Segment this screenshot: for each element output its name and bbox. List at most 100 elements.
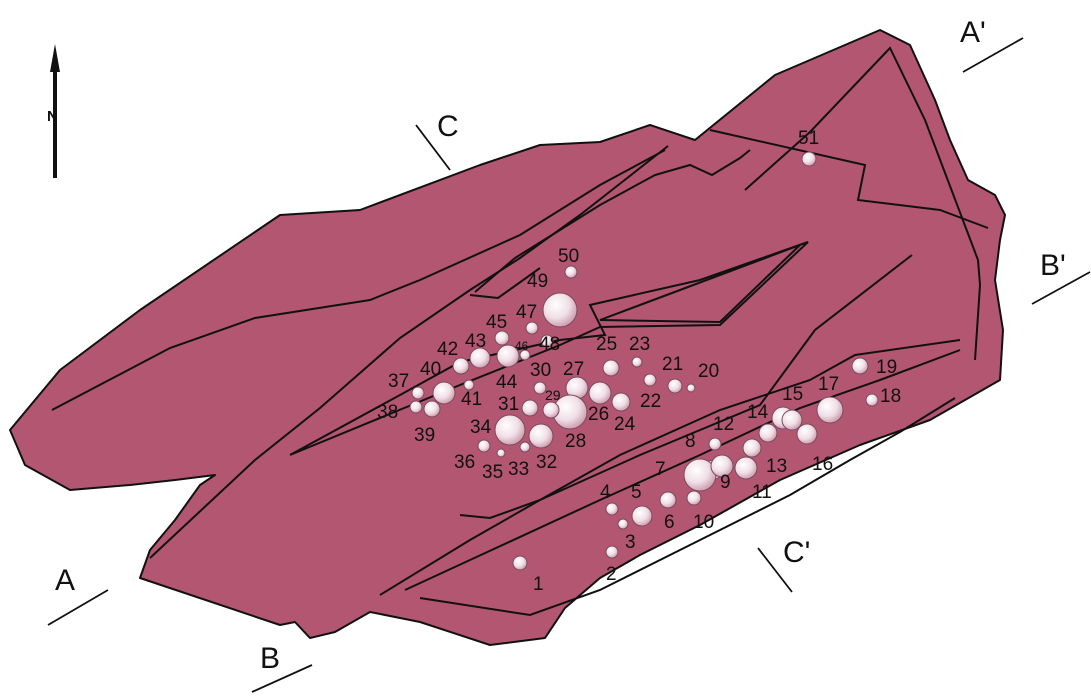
section-line-b [251, 664, 313, 693]
hole-marker-26 [588, 381, 612, 405]
hole-marker-33 [519, 441, 531, 453]
hole-marker-40 [432, 381, 456, 405]
hole-label-25: 25 [596, 334, 617, 355]
hole-label-2: 2 [606, 564, 617, 585]
hole-marker-3 [617, 518, 629, 530]
hole-label-50: 50 [558, 246, 579, 267]
hole-marker-34 [494, 414, 526, 446]
hole-marker-50 [564, 265, 578, 279]
hole-marker-35 [496, 448, 506, 458]
hole-label-16: 16 [812, 454, 833, 475]
hole-label-51: 51 [798, 128, 819, 149]
hole-label-49: 49 [527, 271, 548, 292]
hole-marker-37 [411, 386, 425, 400]
hole-label-11: 11 [752, 482, 772, 503]
section-label-a-prime: A' [960, 16, 986, 49]
section-label-b-prime: B' [1040, 249, 1066, 282]
hole-marker-49 [542, 292, 578, 328]
hole-label-29: 29 [545, 387, 561, 403]
hole-label-1: 1 [533, 574, 544, 595]
hole-marker-31 [521, 399, 539, 417]
hole-markers [409, 151, 879, 571]
hole-label-27: 27 [563, 359, 584, 380]
hole-label-21: 21 [662, 354, 683, 375]
hole-label-15: 15 [782, 384, 803, 405]
hole-label-35: 35 [482, 462, 503, 483]
hole-labels: 1 234 567891011121314151617181920212223242… [377, 128, 901, 595]
hole-label-6: 6 [664, 512, 675, 533]
hole-marker-18 [865, 393, 879, 407]
hole-label-32: 32 [536, 452, 557, 473]
section-line-c [415, 124, 451, 171]
hole-label-4: 4 [600, 482, 611, 503]
hole-marker-23 [631, 356, 643, 368]
hole-marker-24 [611, 392, 631, 412]
hole-label-8: 8 [685, 431, 696, 452]
hole-label-10: 10 [693, 512, 714, 533]
hole-marker-25 [602, 359, 620, 377]
hole-marker-32 [528, 423, 554, 449]
hole-marker-41 [463, 379, 475, 391]
hole-label-19: 19 [876, 357, 897, 378]
hole-marker-36 [477, 439, 491, 453]
hole-marker-2 [605, 545, 619, 559]
hole-label-33: 33 [508, 459, 529, 480]
hole-marker-46 [519, 349, 531, 361]
hole-label-24: 24 [614, 414, 636, 435]
hole-label-38: 38 [377, 402, 398, 423]
north-arrow-icon: N [47, 44, 60, 178]
hole-marker-10 [686, 490, 702, 506]
hole-label-45: 45 [486, 312, 507, 333]
hole-label-31: 31 [498, 394, 519, 415]
hole-marker-45 [494, 330, 510, 346]
hole-marker-1 [512, 555, 528, 571]
hole-marker-30 [533, 381, 547, 395]
hole-label-5: 5 [631, 482, 642, 503]
hole-label-39: 39 [414, 425, 435, 446]
hole-marker-19 [851, 357, 869, 375]
hole-marker-15 [781, 409, 803, 431]
hole-label-48: 48 [539, 334, 560, 355]
hole-marker-6 [659, 491, 677, 509]
hole-marker-11 [734, 456, 758, 480]
hole-marker-13 [758, 423, 778, 443]
hole-marker-39 [423, 400, 441, 418]
section-label-c-prime: C' [783, 536, 810, 569]
hole-label-18: 18 [880, 386, 901, 407]
section-lines [47, 37, 1091, 693]
hole-label-9: 9 [720, 472, 731, 493]
hole-label-28: 28 [565, 431, 586, 452]
hole-marker-43 [469, 347, 491, 369]
hole-marker-9 [710, 454, 734, 478]
hole-marker-47 [525, 321, 539, 335]
hole-label-14: 14 [747, 402, 769, 423]
hole-label-17: 17 [818, 374, 839, 395]
hole-marker-4 [605, 502, 619, 516]
section-label-c: C [437, 110, 459, 143]
hole-label-44: 44 [496, 372, 518, 393]
hole-label-26: 26 [588, 404, 609, 425]
section-label-b: B [260, 642, 280, 675]
hole-marker-17 [816, 396, 844, 424]
hole-marker-29 [542, 401, 560, 419]
section-line-b-prime [1031, 271, 1091, 305]
section-line-a-prime [962, 37, 1024, 73]
hole-marker-38 [409, 400, 423, 414]
hole-label-3: 3 [625, 532, 636, 553]
hole-label-41: 41 [461, 389, 482, 410]
section-line-c-prime [757, 547, 793, 593]
hole-marker-48 [540, 334, 554, 348]
hole-marker-22 [643, 373, 657, 387]
hole-marker-20 [686, 383, 696, 393]
hole-marker-16 [796, 423, 818, 445]
hole-marker-21 [667, 378, 683, 394]
hole-marker-44 [496, 344, 520, 368]
hole-label-30: 30 [530, 360, 551, 381]
hole-label-13: 13 [766, 456, 787, 477]
hole-label-37: 37 [388, 371, 409, 392]
hole-label-34: 34 [470, 417, 492, 438]
hole-label-22: 22 [640, 391, 661, 412]
hole-label-46: 46 [515, 339, 529, 353]
hole-label-43: 43 [465, 331, 486, 352]
